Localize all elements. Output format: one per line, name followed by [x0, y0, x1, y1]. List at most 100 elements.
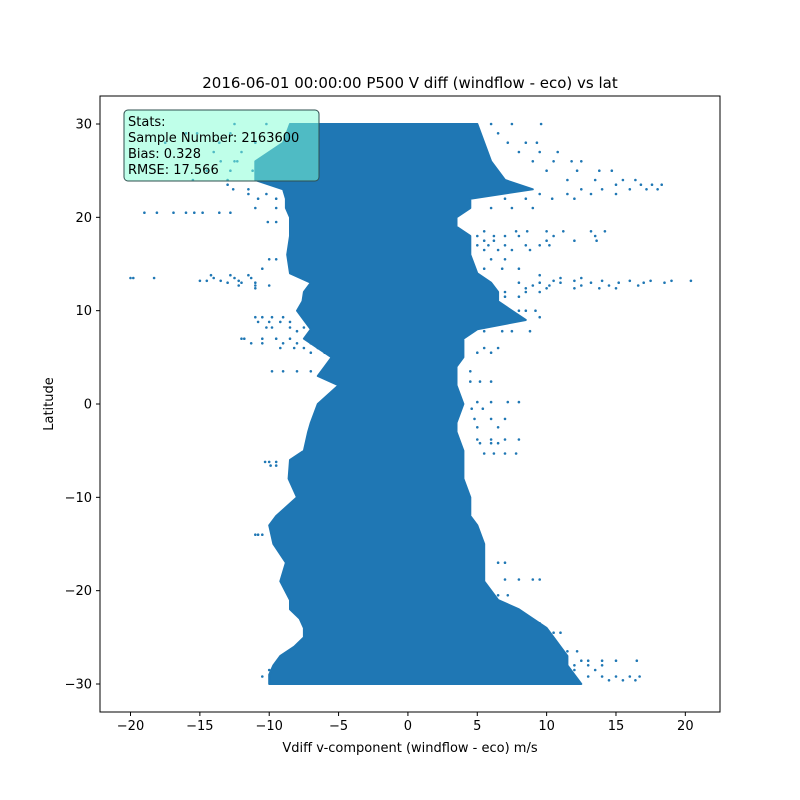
- scatter-point: [634, 178, 637, 182]
- scatter-point: [650, 183, 654, 186]
- y-tick-label: −10: [65, 491, 92, 506]
- x-tick-label: 20: [677, 719, 694, 734]
- scatter-point: [689, 279, 693, 283]
- scatter-point: [270, 326, 274, 329]
- scatter-point: [269, 464, 272, 467]
- scatter-point: [496, 132, 500, 135]
- scatter-point: [231, 188, 235, 191]
- scatter-point: [279, 320, 282, 324]
- scatter-point: [638, 675, 641, 678]
- y-tick-label: 30: [75, 118, 92, 133]
- scatter-point: [545, 239, 548, 242]
- scatter-point: [580, 276, 583, 280]
- scatter-point: [607, 679, 611, 682]
- scatter-point: [524, 309, 528, 313]
- scatter-point: [575, 169, 579, 172]
- scatter-point: [261, 337, 264, 341]
- scatter-point: [538, 290, 541, 294]
- scatter-point: [548, 244, 551, 247]
- scatter-point: [266, 220, 270, 224]
- scatter-point: [628, 675, 632, 678]
- scatter-point: [503, 561, 507, 564]
- y-tick-label: −20: [65, 584, 92, 599]
- scatter-point: [489, 351, 493, 355]
- y-tick-label: 20: [75, 211, 92, 226]
- scatter-point: [506, 594, 510, 597]
- scatter-point: [256, 197, 260, 200]
- scatter-point: [589, 192, 593, 196]
- scatter-point: [302, 326, 306, 329]
- scatter-point: [267, 258, 271, 261]
- scatter-point: [265, 326, 268, 329]
- scatter-point: [274, 460, 278, 464]
- scatter-point: [639, 183, 643, 186]
- scatter-point: [538, 273, 541, 277]
- scatter-point: [143, 211, 146, 214]
- x-tick-label: −10: [255, 719, 282, 734]
- scatter-point: [503, 578, 507, 581]
- scatter-point: [256, 533, 260, 536]
- scatter-point: [531, 578, 535, 581]
- stats-box-background: [123, 109, 320, 182]
- scatter-point: [660, 183, 663, 186]
- scatter-point: [470, 407, 474, 411]
- scatter-point: [580, 659, 583, 662]
- scatter-point: [205, 279, 209, 283]
- scatter-point: [496, 346, 500, 350]
- scatter-point: [274, 464, 278, 467]
- scatter-point: [503, 197, 507, 200]
- scatter-point: [598, 287, 601, 290]
- x-tick-label: 15: [608, 719, 625, 734]
- scatter-point: [503, 295, 507, 299]
- scatter-point: [476, 351, 479, 355]
- y-tick-label: 0: [84, 398, 92, 413]
- scatter-point: [309, 342, 313, 345]
- x-tick-label: −20: [117, 719, 144, 734]
- scatter-point: [538, 281, 541, 285]
- scatter-point: [132, 276, 135, 280]
- scatter-point: [524, 244, 528, 247]
- scatter-point: [172, 211, 175, 214]
- scatter-point: [614, 675, 618, 678]
- scatter-point: [607, 284, 611, 287]
- scatter-point: [524, 141, 528, 144]
- scatter-points: [129, 122, 693, 685]
- scatter-point: [545, 169, 548, 172]
- scatter-point: [237, 284, 240, 287]
- scatter-point: [323, 351, 327, 355]
- scatter-point: [263, 460, 267, 464]
- scatter-point: [295, 370, 299, 373]
- x-tick-label: −5: [329, 719, 348, 734]
- x-tick-label: −15: [186, 719, 213, 734]
- scatter-point: [281, 315, 285, 319]
- scatter-point: [538, 244, 541, 247]
- scatter-point: [517, 267, 521, 271]
- scatter-point: [575, 650, 579, 653]
- scatter-point: [476, 426, 479, 429]
- scatter-point: [489, 258, 493, 261]
- stats-line-heading: Stats:: [128, 115, 166, 130]
- scatter-point: [524, 197, 528, 200]
- scatter-point: [573, 279, 576, 283]
- scatter-point: [621, 679, 625, 682]
- scatter-point: [562, 230, 565, 233]
- scatter-point: [503, 234, 507, 238]
- scatter-point: [274, 337, 278, 341]
- scatter-point: [254, 281, 257, 285]
- scatter-point: [261, 315, 264, 319]
- scatter-point: [598, 169, 601, 172]
- scatter-point: [517, 281, 521, 285]
- scatter-point: [476, 400, 479, 404]
- scatter-point: [267, 320, 271, 324]
- scatter-point: [254, 206, 257, 210]
- scatter-point: [249, 276, 253, 280]
- scatter-point: [663, 281, 666, 285]
- scatter-point: [550, 197, 554, 200]
- scatter-point: [614, 183, 618, 186]
- scatter-point: [528, 329, 532, 333]
- scatter-point: [566, 650, 569, 653]
- scatter-point: [552, 234, 555, 238]
- scatter-point: [538, 578, 541, 581]
- scatter-point: [496, 426, 500, 429]
- scatter-point: [614, 287, 618, 290]
